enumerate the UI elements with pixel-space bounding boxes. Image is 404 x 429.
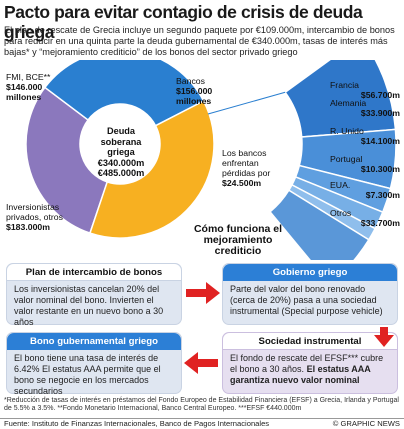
banks-loss-label: Los bancos enfrentan pérdidas por $24.50… <box>222 148 284 188</box>
gobierno-box-title: Gobierno griego <box>223 264 397 281</box>
bank-name-0: Francia <box>330 80 359 90</box>
bank-connector <box>207 91 286 115</box>
bank-label-2: R. Unido $14.100m <box>330 126 400 146</box>
bank-label-4: EUA. $7.300m <box>330 180 400 200</box>
slice-name-inversionistas: Inversionistas privados, otros <box>6 202 63 222</box>
page-title: Pacto para evitar contagio de crisis de … <box>4 2 363 42</box>
gobierno-box: Gobierno griego Parte del valor del bono… <box>222 263 398 325</box>
bono-box: Bono gubernamental griego El bono tiene … <box>6 332 182 396</box>
bank-segment-5 <box>269 189 370 260</box>
center-label: Deuda soberana griega €340.000m €485.000… <box>88 126 154 179</box>
credit-text: © GRAPHIC NEWS <box>332 419 400 428</box>
arrow-left-icon <box>184 352 218 374</box>
flow-arrows <box>184 282 394 374</box>
flow-title: Cómo funciona el mejoramiento crediticio <box>193 223 283 257</box>
slice-label-inversionistas: Inversionistas privados, otros $183.000m <box>6 202 86 232</box>
sociedad-box-text: El fondo de rescate del EFSF*** cubre el… <box>230 353 391 386</box>
bank-name-5: Otros <box>330 208 352 218</box>
bank-value-0: $56.700m <box>360 90 400 100</box>
banks-loss-text: Los bancos enfrentan pérdidas por <box>222 148 271 178</box>
sociedad-box: Sociedad instrumental El fondo de rescat… <box>222 332 398 394</box>
center-title: Deuda soberana griega <box>100 126 142 157</box>
footnote-2: **Fondo Monetario Internacional, Banco C… <box>57 405 237 413</box>
sociedad-text-1: El fondo de rescate del EFSF*** cubre el… <box>230 353 384 374</box>
center-value-1: €340.000m <box>97 157 145 168</box>
bank-name-4: EUA. <box>330 180 351 190</box>
bank-label-1: Alemania $33.900m <box>330 98 400 118</box>
bank-label-3: Portugal $10.300m <box>330 154 400 174</box>
footnotes: *Reducción de tasas de interés en présta… <box>4 397 402 414</box>
bono-box-text: El bono tiene una tasa de interés de 6.4… <box>14 353 161 396</box>
bank-value-2: $14.100m <box>360 136 400 146</box>
slice-label-fmi: FMI, BCE** $146.000 millones <box>6 72 76 102</box>
slice-label-bancos: Bancos $156.000 millones <box>176 76 230 106</box>
bank-value-5: $33.700m <box>360 218 400 228</box>
footnote-3: ***EFSF €440.000m <box>238 405 302 413</box>
bank-value-4: $7.300m <box>365 190 400 200</box>
gobierno-box-text: Parte del valor del bono renovado (cerca… <box>230 284 383 316</box>
source-bar: Fuente: Instituto de Finanzas Internacio… <box>0 418 404 428</box>
banks-loss-value: $24.500m <box>222 178 262 188</box>
sociedad-text-2: El estatus AAA garantiza nuevo valor nom… <box>230 364 371 385</box>
slice-value-inversionistas: $183.000m <box>6 222 50 232</box>
bank-name-1: Alemania <box>330 98 367 108</box>
bank-value-3: $10.300m <box>360 164 400 174</box>
bank-label-0: Francia $56.700m <box>330 80 400 100</box>
pie-hole <box>80 104 160 184</box>
footnote-1: *Reducción de tasas de interés en présta… <box>4 397 399 413</box>
source-text: Fuente: Instituto de Finanzas Internacio… <box>4 419 270 428</box>
slice-value-bancos: $156.000 millones <box>176 86 213 106</box>
plan-box: Plan de intercambio de bonos Los inversi… <box>6 263 182 327</box>
slice-value-fmi: $146.000 millones <box>6 82 43 102</box>
intro-text: El plan de rescate de Grecia incluye un … <box>4 25 395 58</box>
center-value-2: €485.000m <box>97 168 145 178</box>
plan-box-text: Los inversionistas cancelan 20% del valo… <box>14 284 164 327</box>
sociedad-box-title: Sociedad instrumental <box>223 333 397 350</box>
chart-figure <box>25 60 397 260</box>
plan-box-title: Plan de intercambio de bonos <box>7 264 181 281</box>
bank-name-2: R. Unido <box>330 126 364 136</box>
slice-name-bancos: Bancos <box>176 76 205 86</box>
arrow-down-icon <box>374 327 394 347</box>
slice-name-fmi: FMI, BCE** <box>6 72 51 82</box>
bank-label-5: Otros $33.700m <box>330 208 400 228</box>
bono-box-title: Bono gubernamental griego <box>7 333 181 350</box>
bank-value-1: $33.900m <box>360 108 400 118</box>
bank-name-3: Portugal <box>330 154 363 164</box>
arrow-right-icon <box>186 282 220 304</box>
